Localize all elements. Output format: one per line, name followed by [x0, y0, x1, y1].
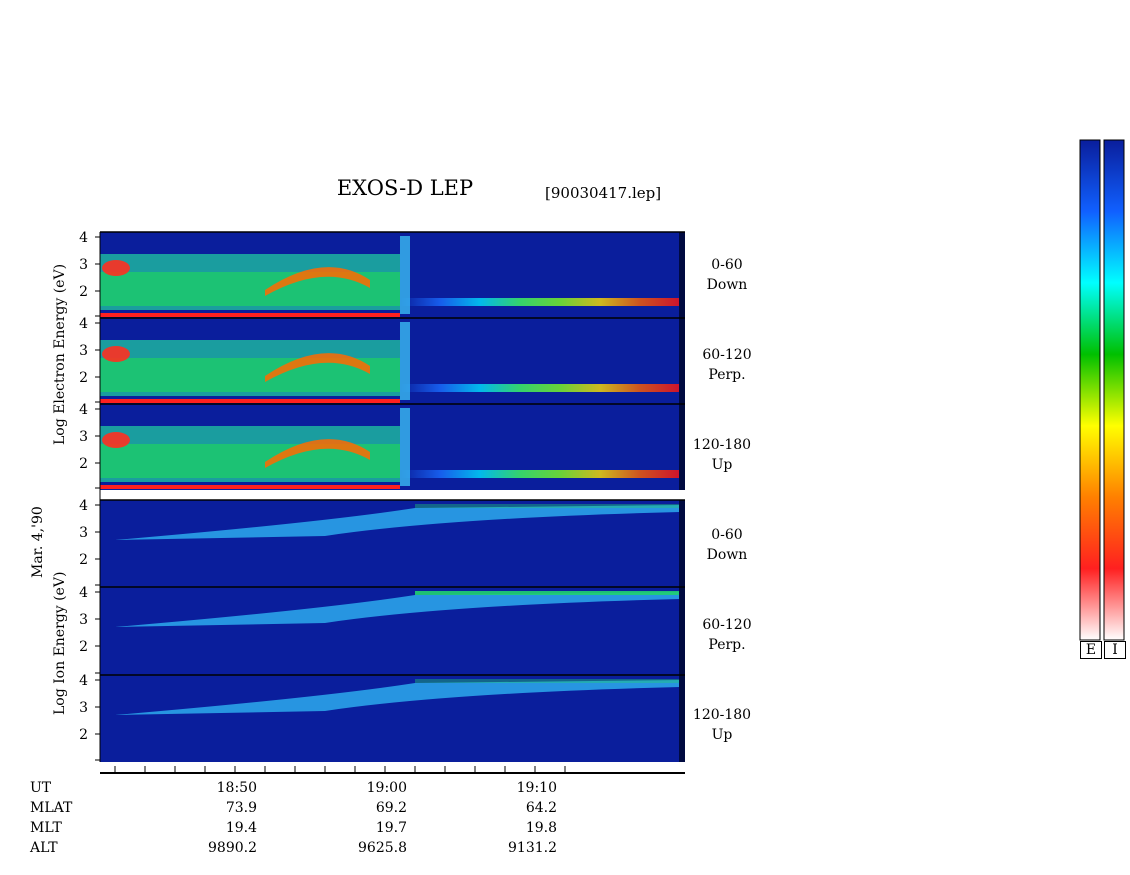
mlt-value: 19.8 [525, 820, 557, 836]
alt-value: 9131.2 [508, 840, 557, 856]
y-tick-label: 2 [79, 727, 88, 743]
ut-tick-label: 19:00 [366, 780, 407, 796]
panel-edge-strip [679, 587, 685, 675]
early-high-flux [102, 260, 130, 276]
panel-edge-strip [679, 500, 685, 587]
y-tick-label: 2 [79, 284, 88, 300]
ion-beam-streak [115, 680, 680, 715]
mlt-value: 19.7 [375, 820, 407, 836]
row-label-mlt: MLT [30, 820, 62, 836]
panel-edge-strip [679, 318, 685, 404]
y-tick-label: 3 [79, 700, 88, 716]
file-label: [90030417.lep] [545, 184, 662, 202]
low-energy-band [100, 485, 400, 489]
panel-4-range: 0-60 Down [706, 527, 748, 563]
y-tick-label: 3 [79, 525, 88, 541]
panel-6-range: 120-180 Up [692, 707, 752, 743]
mlat-value: 64.2 [525, 800, 557, 816]
early-high-flux [102, 346, 130, 362]
panel-edge-strip [679, 232, 685, 318]
ion-high-energy-band [415, 504, 680, 508]
mlat-value: 69.2 [375, 800, 407, 816]
plasma-sheet-band [400, 384, 680, 392]
ut-tick-label: 19:10 [516, 780, 557, 796]
colorbar-ion [1103, 139, 1125, 641]
y-tick-label: 2 [79, 639, 88, 655]
y-tick-label: 3 [79, 257, 88, 273]
y-tick-label: 4 [79, 585, 88, 601]
plasma-sheet-band [400, 470, 680, 478]
inverted-v-structure [265, 439, 370, 468]
y-tick-label: 4 [79, 230, 88, 246]
boundary-edge [400, 322, 410, 400]
colorbar-electron [1079, 139, 1101, 641]
row-label-mlat: MLAT [30, 800, 73, 816]
y-tick-label: 4 [79, 402, 88, 418]
colorbar-label-i: I [1104, 641, 1126, 659]
y-tick-label: 2 [79, 370, 88, 386]
panel-1-range: 0-60 Down [706, 257, 748, 293]
panel-edge-strip [679, 675, 685, 762]
y-tick-label: 3 [79, 343, 88, 359]
panel-3-range: 120-180 Up [692, 437, 752, 473]
mlt-value: 19.4 [225, 820, 257, 836]
y-tick-label: 2 [79, 456, 88, 472]
alt-value: 9625.8 [358, 840, 407, 856]
alt-value: 9890.2 [208, 840, 257, 856]
panel-edge-strip [679, 404, 685, 490]
low-energy-band [100, 313, 400, 317]
y-tick-label: 4 [79, 498, 88, 514]
row-label-ut: UT [30, 780, 52, 796]
inverted-v-structure [265, 267, 370, 296]
y-tick-label: 3 [79, 429, 88, 445]
colorbar-label-e: E [1080, 641, 1102, 659]
y-tick-label: 4 [79, 673, 88, 689]
ion-beam-streak [115, 592, 680, 627]
plasma-sheet-band [400, 298, 680, 306]
ut-tick-label: 18:50 [216, 780, 257, 796]
ion-high-energy-band [415, 591, 680, 595]
y-tick-label: 3 [79, 612, 88, 628]
y-tick-label: 4 [79, 316, 88, 332]
panel-5-range: 60-120 Perp. [702, 617, 752, 653]
ion-high-energy-band [415, 679, 680, 683]
row-label-alt: ALT [30, 840, 58, 856]
mlat-value: 73.9 [225, 800, 257, 816]
ion-beam-streak [115, 505, 680, 540]
y-tick-label: 2 [79, 552, 88, 568]
boundary-edge [400, 408, 410, 486]
early-high-flux [102, 432, 130, 448]
inverted-v-structure [265, 353, 370, 382]
low-energy-band [100, 399, 400, 403]
chart-title: EXOS-D LEP [336, 176, 474, 200]
panel-2-range: 60-120 Perp. [702, 347, 752, 383]
boundary-edge [400, 236, 410, 314]
